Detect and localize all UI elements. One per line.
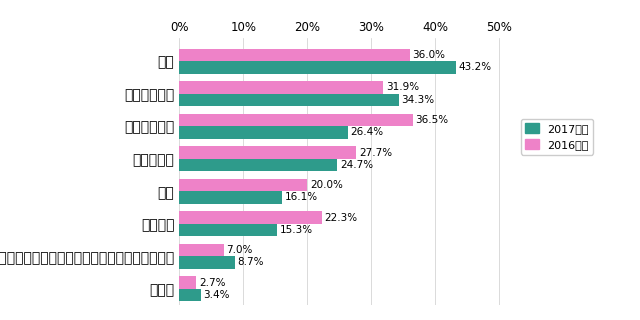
Bar	[179, 191, 282, 204]
Text: 24.7%: 24.7%	[340, 160, 373, 170]
Bar	[179, 94, 399, 106]
Text: 2.7%: 2.7%	[199, 277, 225, 288]
Text: 16.1%: 16.1%	[285, 192, 318, 202]
Bar	[179, 276, 196, 289]
Text: 36.0%: 36.0%	[412, 50, 445, 60]
Bar	[179, 224, 277, 236]
Bar	[179, 244, 224, 256]
Text: 22.3%: 22.3%	[324, 212, 358, 222]
Bar	[179, 179, 307, 191]
Bar	[179, 212, 322, 224]
Bar	[179, 289, 201, 301]
Text: 31.9%: 31.9%	[386, 83, 419, 92]
Bar	[179, 146, 356, 159]
Bar	[179, 159, 337, 171]
Bar	[179, 126, 348, 139]
Bar	[179, 49, 410, 61]
Legend: 2017年度, 2016年度: 2017年度, 2016年度	[521, 119, 593, 155]
Bar	[179, 114, 413, 126]
Text: 8.7%: 8.7%	[237, 257, 264, 268]
Text: 7.0%: 7.0%	[227, 245, 253, 255]
Text: 36.5%: 36.5%	[415, 115, 449, 125]
Text: 20.0%: 20.0%	[310, 180, 342, 190]
Text: 27.7%: 27.7%	[359, 148, 392, 157]
Bar	[179, 256, 235, 268]
Text: 15.3%: 15.3%	[280, 225, 313, 235]
Text: 3.4%: 3.4%	[204, 290, 230, 300]
Bar	[179, 81, 383, 94]
Text: 43.2%: 43.2%	[458, 62, 492, 72]
Text: 26.4%: 26.4%	[351, 127, 384, 137]
Bar	[179, 61, 456, 74]
Text: 34.3%: 34.3%	[401, 95, 435, 105]
